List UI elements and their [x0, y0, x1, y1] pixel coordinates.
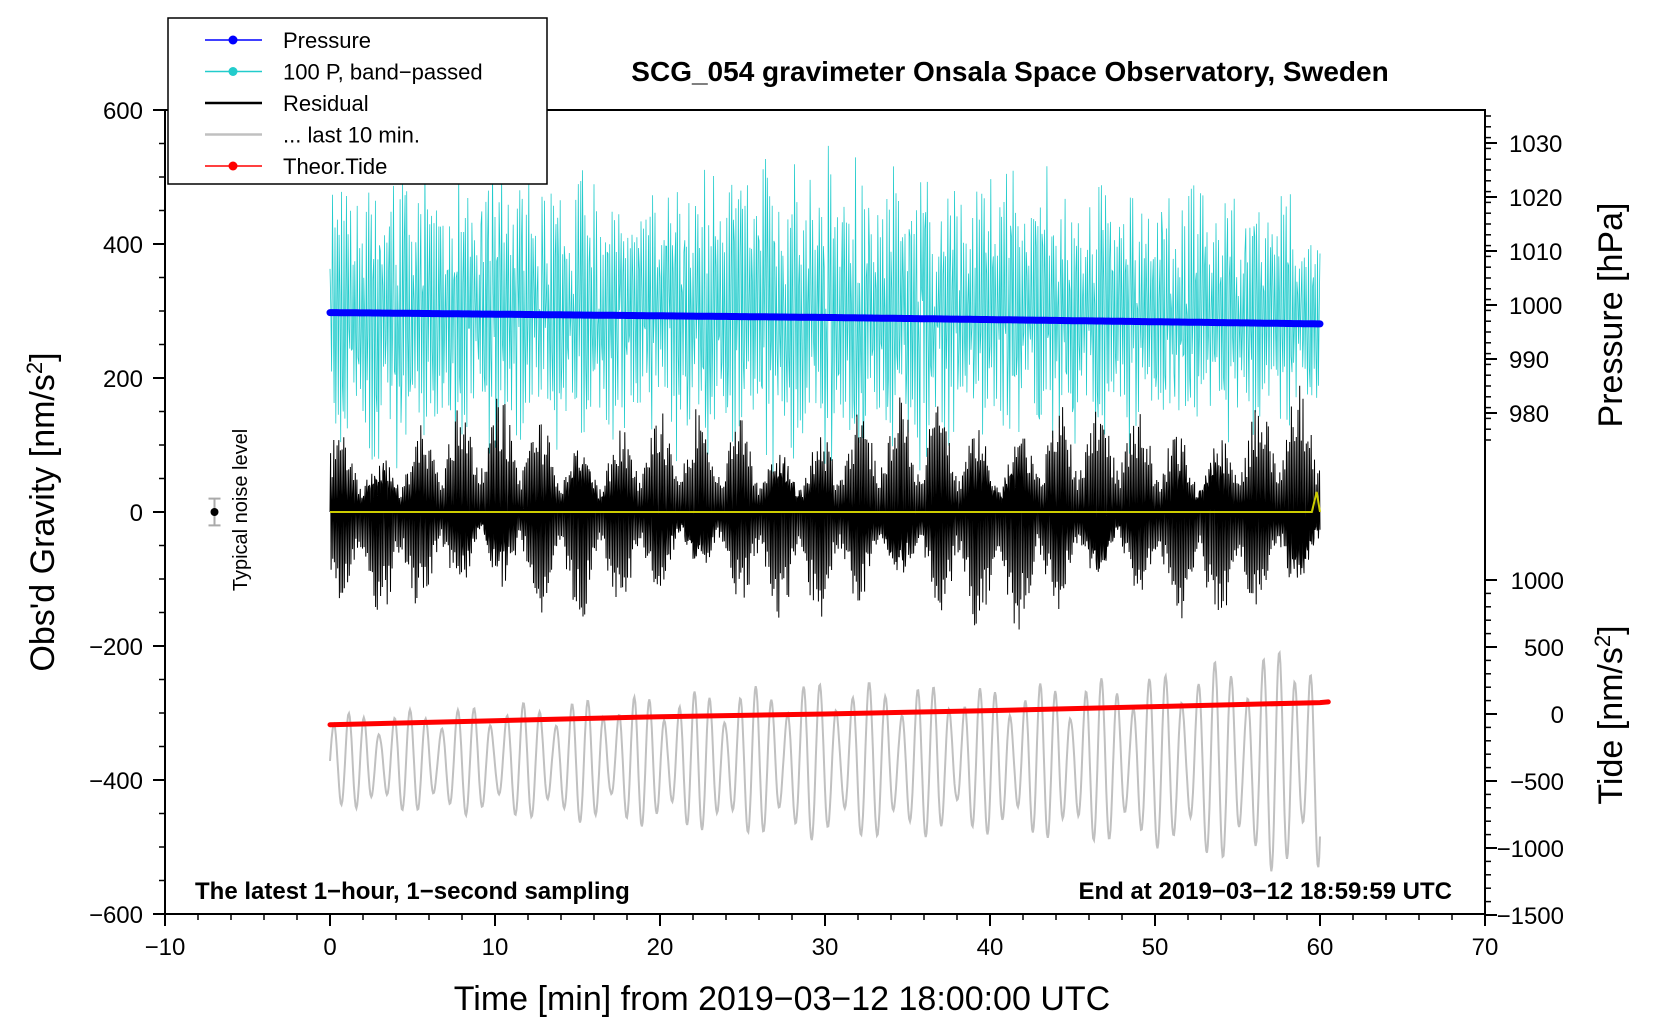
legend-box [167, 17, 548, 185]
tide-tick-label: −500 [1510, 769, 1564, 796]
tide-tick-label: −1500 [1497, 903, 1564, 930]
legend-swatch-marker [228, 35, 238, 45]
y-tick-label: −400 [89, 768, 143, 795]
y-axis-title: Obs'd Gravity [nm/s2] [22, 352, 62, 671]
pressure-tick-label: 1030 [1509, 131, 1562, 158]
series-smoothed-residual-line [330, 491, 1321, 513]
x-tick-label: −10 [145, 934, 186, 961]
y-axis-title-end: ] [24, 352, 62, 361]
x-tick-label: 10 [482, 934, 509, 961]
legend: Pressure 100 P, band−passed Residual ... la… [167, 17, 548, 185]
tide-axis-title: Tide [nm/s2] [1590, 625, 1630, 804]
x-tick-label: 70 [1472, 934, 1499, 961]
series-theor-tide-line [327, 699, 1331, 728]
axes-layer: −10 0 10 20 30 40 50 60 70−600−400−2000200400600… [89, 98, 1564, 961]
legend-swatch-marker [228, 161, 238, 171]
tide-tick-label: −1000 [1497, 836, 1564, 863]
x-tick-label: 60 [1307, 934, 1334, 961]
note-end-time: End at 2019−03−12 18:59:59 UTC [1078, 878, 1452, 905]
tide-axis-title-main: Tide [nm/s [1592, 647, 1630, 804]
legend-label: Theor.Tide [283, 154, 387, 179]
legend-label: Residual [283, 91, 369, 116]
x-tick-label: 50 [1142, 934, 1169, 961]
series-layer [326, 145, 1331, 872]
tide-axis-title-sup: 2 [1590, 635, 1615, 647]
noise-label: Typical noise level [230, 429, 252, 591]
y-tick-label: −200 [89, 634, 143, 661]
noise-indicator: Typical noise level [208, 429, 252, 591]
chart-title: SCG_054 gravimeter Onsala Space Observat… [631, 56, 1388, 87]
x-tick-label: 30 [812, 934, 839, 961]
legend-item-3: Residual [205, 91, 369, 116]
legend-item-2: 100 P, band−passed [205, 60, 483, 85]
x-tick-label: 20 [647, 934, 674, 961]
legend-item-1: Pressure [205, 28, 371, 53]
y-axis-title-sup: 2 [22, 362, 47, 374]
x-tick-label: 40 [977, 934, 1004, 961]
legend-item-5: Theor.Tide [205, 154, 387, 179]
pressure-tick-label: 1000 [1509, 293, 1562, 320]
series-band-passed-line [329, 145, 1321, 474]
legend-label: ... last 10 min. [283, 123, 420, 148]
pressure-tick-label: 980 [1509, 401, 1549, 428]
tide-axis-title-end: ] [1592, 625, 1630, 634]
pressure-tick-label: 990 [1509, 347, 1549, 374]
legend-swatch-marker [228, 67, 238, 76]
legend-item-4: ... last 10 min. [205, 123, 420, 148]
y-tick-label: 600 [103, 98, 143, 125]
tide-tick-label: 500 [1524, 635, 1564, 662]
y-tick-label: 400 [103, 232, 143, 259]
noise-point [210, 508, 219, 516]
pressure-axis-title: Pressure [hPa] [1592, 203, 1630, 428]
pressure-tick-label: 1020 [1509, 185, 1562, 212]
pressure-tick-label: 1010 [1509, 239, 1562, 266]
y-tick-label: 0 [130, 500, 143, 527]
x-tick-label: 0 [323, 934, 336, 961]
y-axis-title-main: Obs'd Gravity [nm/s [24, 374, 62, 671]
series-last-10-min-line [329, 650, 1321, 872]
legend-label: Pressure [283, 28, 371, 53]
y-tick-label: 200 [103, 366, 143, 393]
note-sampling: The latest 1−hour, 1−second sampling [195, 878, 630, 905]
series-residual-line [329, 385, 1321, 630]
x-axis-title: Time [min] from 2019−03−12 18:00:00 UTC [454, 980, 1110, 1018]
series-pressure-line [326, 309, 1324, 328]
legend-label: 100 P, band−passed [283, 60, 483, 85]
tide-tick-label: 1000 [1511, 568, 1564, 595]
y-tick-label: −600 [89, 902, 143, 929]
tide-tick-label: 0 [1551, 702, 1564, 729]
